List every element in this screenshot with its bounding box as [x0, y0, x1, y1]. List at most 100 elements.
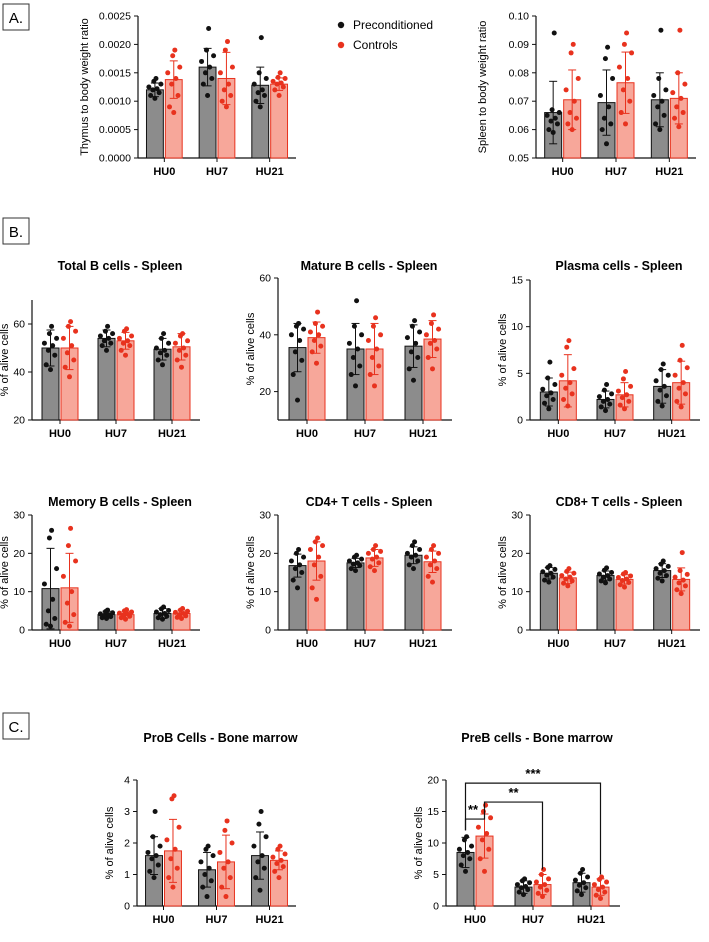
significance-bracket: [483, 801, 544, 870]
data-point: [626, 398, 632, 404]
data-point: [157, 843, 163, 849]
data-point: [516, 889, 522, 895]
data-point: [166, 607, 172, 613]
data-point: [663, 573, 669, 579]
data-point: [615, 388, 621, 394]
bar-controls-hu7: [116, 340, 135, 421]
data-point: [436, 326, 442, 332]
data-point: [610, 75, 616, 81]
y-tick-label: 60: [13, 319, 25, 331]
data-point: [609, 391, 615, 397]
data-point: [546, 579, 552, 585]
data-point: [571, 98, 577, 104]
y-axis-label: % of alive cells: [0, 323, 11, 396]
data-point: [458, 862, 464, 868]
data-point: [432, 337, 438, 343]
data-point: [161, 604, 167, 610]
data-point: [60, 573, 66, 579]
data-point: [222, 827, 228, 833]
data-point: [277, 70, 283, 76]
data-point: [54, 566, 60, 572]
x-tick-label: HU21: [658, 428, 686, 440]
data-point: [551, 30, 557, 36]
data-point: [227, 875, 233, 881]
data-point: [97, 333, 103, 339]
data-point: [544, 112, 550, 118]
data-point: [680, 577, 686, 583]
data-point: [158, 81, 164, 87]
chart-memory_b: Memory B cells - Spleen 0 10 20 30 % of alive…: [0, 495, 200, 650]
data-point: [595, 887, 601, 893]
data-point: [359, 332, 365, 338]
data-point: [546, 406, 552, 412]
data-point: [550, 396, 556, 402]
data-point: [540, 894, 545, 900]
data-point: [431, 543, 437, 549]
data-point: [124, 607, 130, 613]
data-point: [124, 326, 130, 332]
x-tick-label: HU21: [577, 914, 605, 926]
data-point: [483, 802, 489, 808]
data-point: [408, 349, 414, 355]
data-point: [280, 84, 286, 90]
data-point: [217, 70, 223, 76]
data-point: [357, 363, 363, 369]
data-point: [261, 865, 267, 871]
data-point: [622, 584, 627, 590]
chart-prob: ProB Cells - Bone marrow 0 1 2 3 4 % of alive …: [104, 731, 298, 926]
data-point: [370, 323, 376, 329]
data-point: [350, 561, 356, 567]
data-point: [566, 338, 572, 344]
data-point: [54, 335, 60, 341]
data-point: [677, 357, 683, 363]
data-point: [679, 342, 685, 348]
data-point: [179, 364, 184, 370]
data-point: [548, 570, 554, 576]
y-tick-label: 20: [259, 548, 271, 560]
data-point: [258, 35, 264, 41]
data-point: [224, 818, 230, 824]
data-point: [369, 556, 375, 562]
data-point: [618, 110, 624, 116]
data-point: [585, 874, 591, 880]
chart-title: ProB Cells - Bone marrow: [143, 731, 297, 745]
x-tick-label: HU21: [256, 166, 284, 178]
data-point: [151, 875, 157, 881]
data-point: [158, 335, 164, 341]
data-point: [174, 357, 180, 363]
data-point: [434, 566, 440, 572]
data-point: [156, 90, 162, 96]
data-point: [479, 837, 485, 843]
data-point: [166, 340, 172, 346]
data-point: [601, 387, 607, 393]
data-point: [579, 892, 584, 898]
data-point: [404, 335, 410, 341]
data-point: [350, 355, 356, 361]
data-point: [608, 121, 614, 127]
data-point: [604, 141, 609, 147]
data-point: [256, 70, 262, 76]
charts: 0.0000 0.0005 0.0010 0.0015 0.0020 0.0025 Thym…: [0, 11, 700, 926]
data-point: [665, 563, 671, 569]
data-point: [67, 374, 72, 380]
data-point: [674, 398, 680, 404]
data-point: [307, 329, 313, 335]
data-point: [299, 357, 305, 363]
y-axis-label: % of alive cells: [245, 536, 257, 609]
data-point: [110, 610, 116, 616]
data-point: [540, 386, 546, 392]
y-tick-label: 20: [427, 775, 439, 787]
data-point: [127, 343, 133, 349]
data-point: [598, 895, 603, 901]
data-point: [258, 809, 264, 814]
data-point: [653, 378, 659, 384]
data-point: [183, 352, 189, 358]
data-point: [354, 552, 360, 558]
data-point: [185, 338, 191, 344]
significance-bracket: [464, 782, 602, 875]
data-point: [564, 344, 570, 350]
data-point: [482, 868, 487, 874]
data-point: [261, 93, 267, 99]
data-point: [521, 892, 526, 898]
data-point: [71, 357, 77, 363]
